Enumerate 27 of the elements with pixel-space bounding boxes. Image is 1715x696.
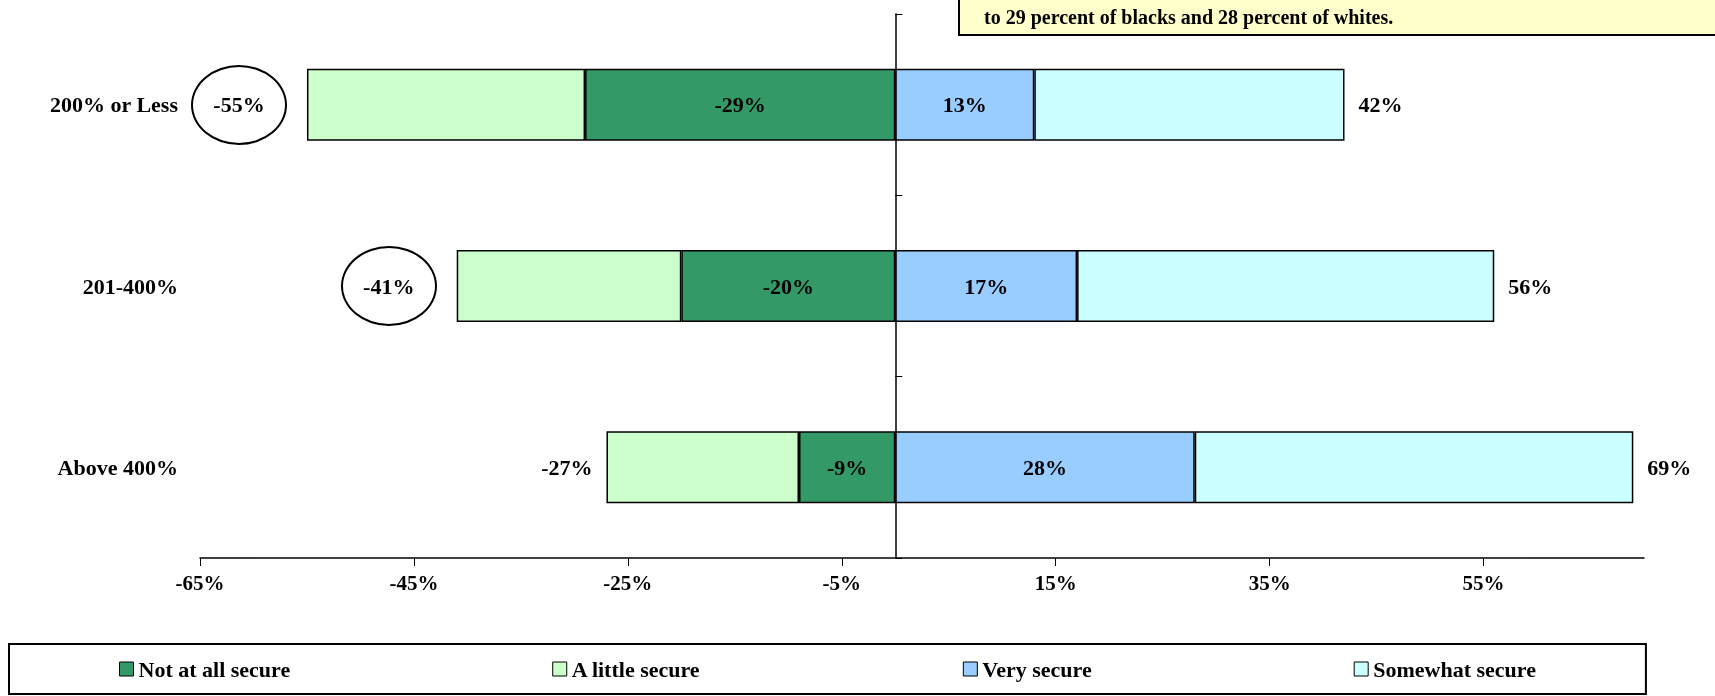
data-label: -20% (762, 273, 814, 299)
legend-label: A little secure (571, 656, 700, 682)
annotation: 69% (1647, 454, 1692, 480)
x-tick-label: -65% (175, 570, 225, 595)
annotation: -27% (541, 454, 593, 480)
x-tick-label: -25% (603, 570, 653, 595)
annotation: -55% (213, 92, 265, 118)
annotation: -41% (363, 273, 415, 299)
data-label: -9% (826, 454, 868, 480)
x-tick-label: 55% (1462, 570, 1505, 595)
data-label: 13% (942, 92, 987, 118)
note-box: to 29 percent of blacks and 28 percent of whites. (958, 0, 1715, 36)
data-label: 28% (1023, 454, 1068, 480)
legend-label: Somewhat secure (1373, 656, 1537, 682)
legend-label: Very secure (982, 656, 1092, 682)
y-tick-label: 200% or Less (50, 92, 179, 118)
data-label: -29% (714, 92, 766, 118)
legend-label: Not at all secure (138, 656, 291, 682)
x-tick-label: -5% (822, 570, 862, 595)
data-label: 17% (964, 273, 1009, 299)
annotation: 56% (1508, 273, 1553, 299)
y-tick-label: 201-400% (82, 273, 178, 299)
x-tick-label: 15% (1034, 570, 1077, 595)
x-tick-label: -45% (389, 570, 439, 595)
y-tick-label: Above 400% (57, 454, 178, 480)
annotation: 42% (1358, 92, 1403, 118)
x-tick-label: 35% (1248, 570, 1291, 595)
